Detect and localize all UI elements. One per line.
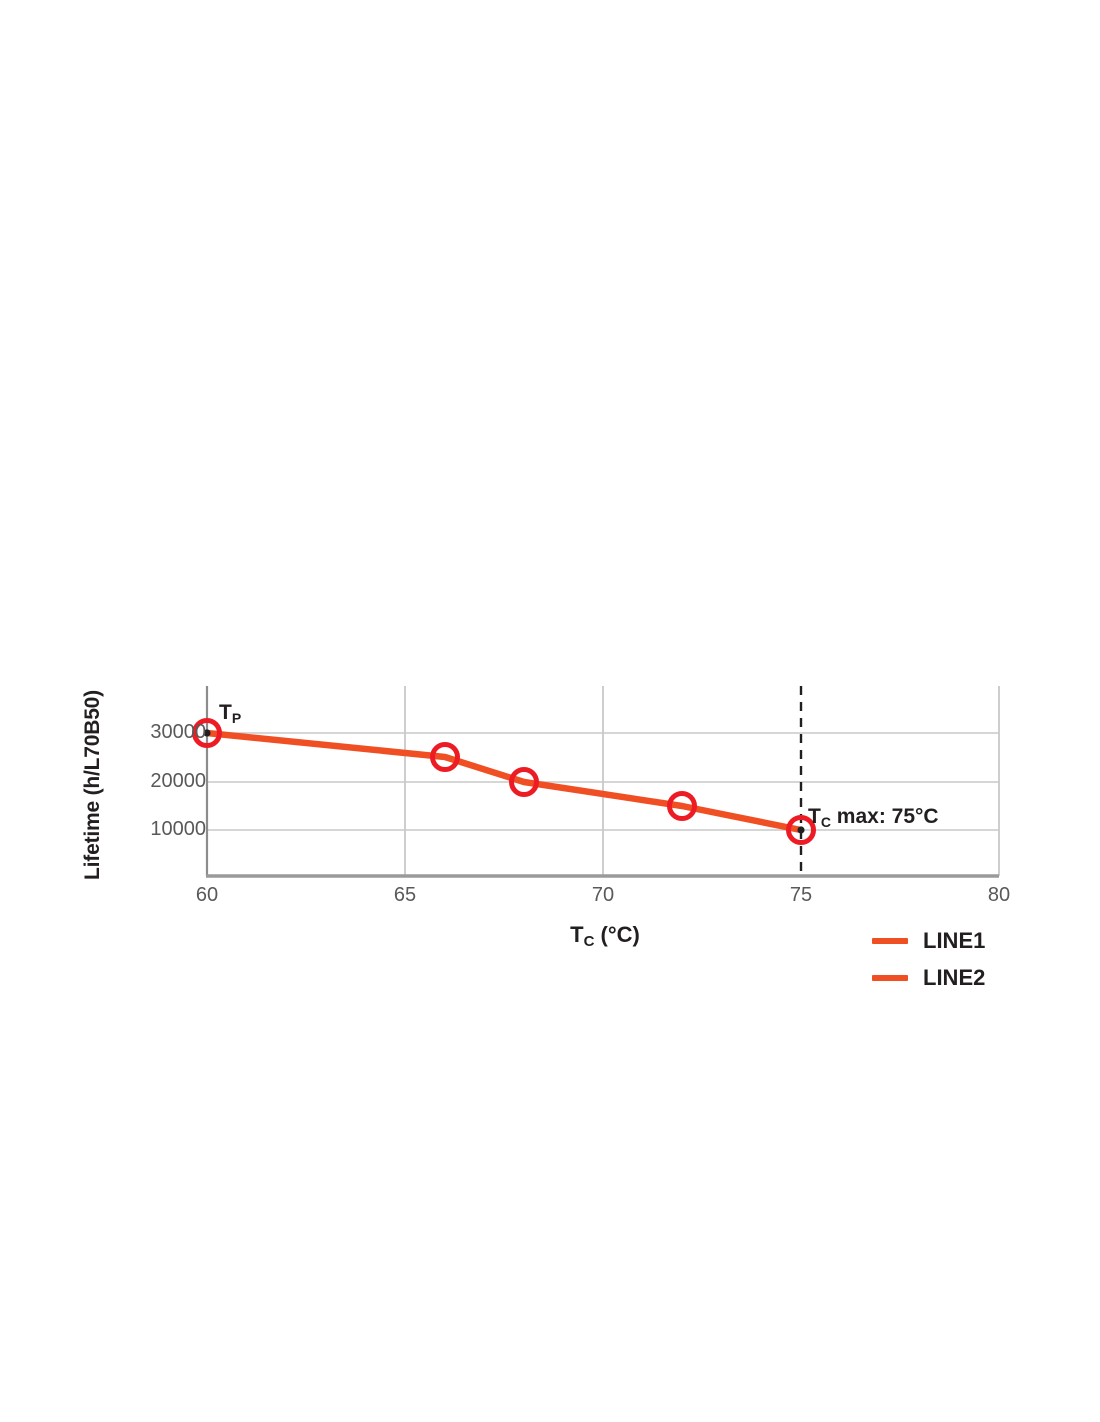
legend-label: LINE2 <box>923 964 986 990</box>
annotation-tc-max-rest: max: 75°C <box>830 805 939 828</box>
x-axis-title-main: T <box>570 922 584 947</box>
x-tick-label: 80 <box>987 884 1011 906</box>
x-tick-label: 65 <box>393 884 417 906</box>
annotation-tc-max-main: T <box>808 805 821 828</box>
annotation-tc-max-sub: C <box>820 814 831 830</box>
chart-legend: LINE1 LINE2 <box>872 922 1072 996</box>
x-tick-label: 75 <box>789 884 813 906</box>
x-axis-title-unit: (°C) <box>594 922 640 947</box>
x-tick-label: 60 <box>195 884 219 906</box>
legend-item-line2[interactable]: LINE2 <box>872 959 1072 996</box>
annotation-tp-sub: P <box>231 710 242 726</box>
legend-swatch-icon <box>872 974 908 981</box>
vertical-gridlines <box>205 686 1000 876</box>
x-tick-labels: 60 65 70 75 80 <box>0 884 1100 914</box>
y-tick-label: 10000 <box>150 818 206 840</box>
y-tick-label: 20000 <box>150 770 206 792</box>
legend-label: LINE1 <box>923 927 986 953</box>
annotation-tp-main: T <box>219 701 232 724</box>
annotation-tp: TP <box>219 701 242 726</box>
data-point-markers <box>192 718 816 845</box>
annotation-tc-max: TC max: 75°C <box>808 805 939 830</box>
series-line-line1 <box>203 729 805 834</box>
legend-swatch-icon <box>872 937 908 944</box>
legend-item-line1[interactable]: LINE1 <box>872 922 1072 959</box>
x-axis-title: TC (°C) <box>440 922 770 950</box>
y-tick-labels: 30000 20000 10000 <box>110 0 206 1422</box>
x-tick-label: 70 <box>591 884 615 906</box>
x-axis-title-sub: C <box>583 933 595 950</box>
y-tick-label: 30000 <box>150 721 206 743</box>
